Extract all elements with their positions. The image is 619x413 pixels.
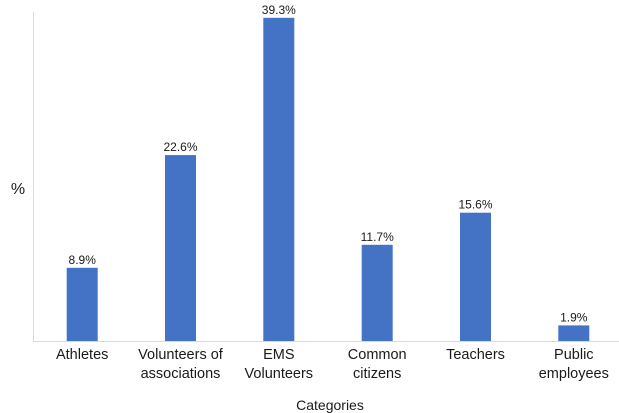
x-tick-label-1-0: Volunteers of: [138, 347, 224, 363]
data-label-4: 15.6%: [458, 198, 492, 212]
x-tick-label-3-0: Common: [348, 347, 407, 363]
x-tick-label-5-1: employees: [539, 366, 609, 382]
x-tick-label-2-0: EMS: [263, 347, 294, 363]
bar-2: [263, 17, 295, 342]
bar-4: [460, 212, 491, 341]
data-label-2: 39.3%: [262, 3, 296, 17]
data-label-3: 11.7%: [361, 230, 394, 244]
y-axis-title: %: [11, 181, 25, 198]
bar-5: [558, 325, 590, 341]
data-labels-group: 8.9% 22.6% 39.3% 11.7% 15.6% 1.9%: [69, 3, 588, 325]
x-tick-label-0-0: Athletes: [56, 347, 108, 363]
data-label-1: 22.6%: [163, 140, 197, 154]
x-tick-label-3-1: citizens: [353, 366, 401, 382]
bar-0: [66, 267, 98, 341]
x-tick-label-1-1: associations: [141, 366, 221, 382]
bar-3: [361, 244, 393, 341]
bar-1: [165, 155, 196, 341]
x-tick-label-4-0: Teachers: [446, 347, 505, 363]
x-tick-labels: Athletes Volunteers of associations EMS Volu…: [56, 347, 609, 382]
bars-group: [66, 17, 590, 342]
x-axis-title: Categories: [296, 397, 364, 413]
data-label-0: 8.9%: [69, 253, 97, 267]
x-tick-label-2-1: Volunteers: [245, 366, 314, 382]
data-label-5: 1.9%: [560, 310, 588, 324]
x-tick-label-5-0: Public: [554, 347, 594, 363]
